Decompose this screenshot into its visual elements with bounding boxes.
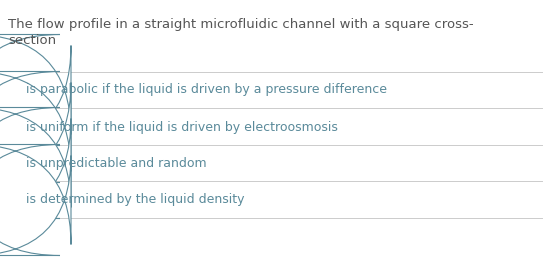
FancyBboxPatch shape [0, 72, 71, 182]
FancyBboxPatch shape [0, 34, 71, 145]
FancyBboxPatch shape [0, 108, 71, 218]
FancyBboxPatch shape [0, 145, 71, 256]
Text: is uniform if the liquid is driven by electroosmosis: is uniform if the liquid is driven by el… [26, 121, 338, 133]
Text: is parabolic if the liquid is driven by a pressure difference: is parabolic if the liquid is driven by … [26, 84, 387, 97]
Text: is determined by the liquid density: is determined by the liquid density [26, 193, 245, 206]
Text: The flow profile in a straight microfluidic channel with a square cross-: The flow profile in a straight microflui… [8, 18, 474, 31]
Text: section: section [8, 34, 56, 47]
Text: is unpredictable and random: is unpredictable and random [26, 157, 207, 169]
